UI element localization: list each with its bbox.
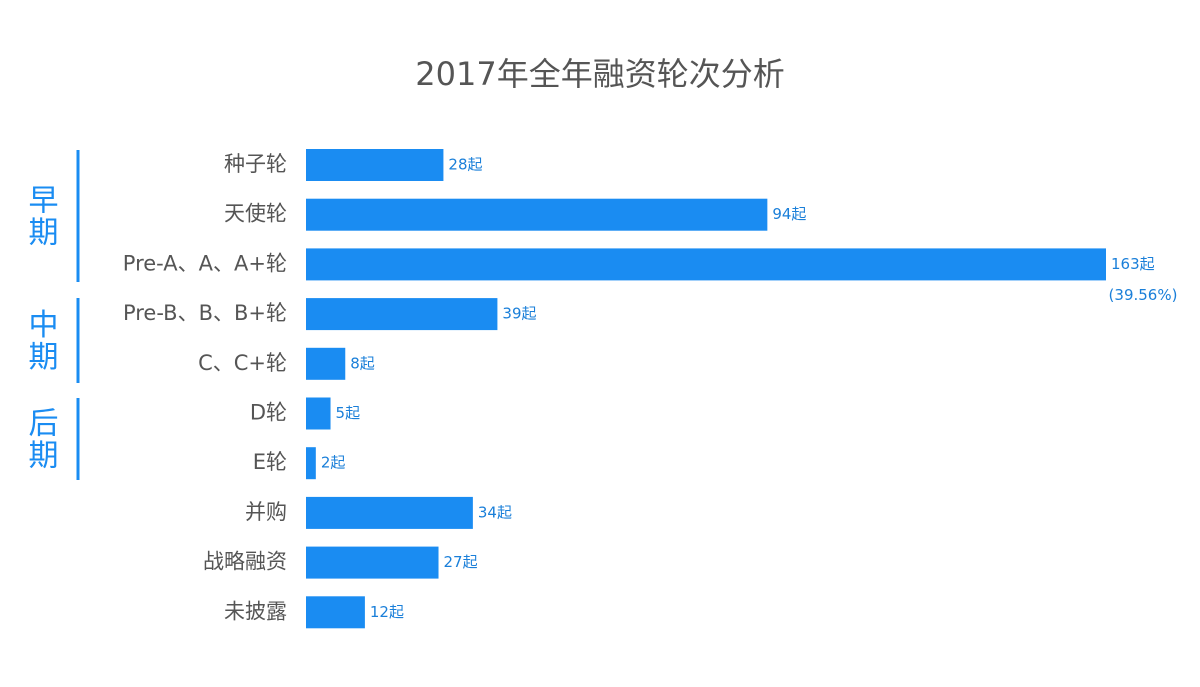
category-label: 战略融资 xyxy=(203,550,287,574)
value-label: 34起 xyxy=(478,503,512,521)
annotation: (39.56%) xyxy=(1109,286,1178,304)
bar xyxy=(306,596,365,629)
group-label: 早期 xyxy=(23,184,58,248)
value-label: 28起 xyxy=(448,156,482,174)
value-label: 12起 xyxy=(370,603,404,621)
bar xyxy=(306,496,473,529)
category-label: C、C+轮 xyxy=(198,351,287,375)
bar xyxy=(306,149,444,181)
bar xyxy=(306,298,498,331)
category-label: 种子轮 xyxy=(224,152,287,176)
category-label: 天使轮 xyxy=(224,202,287,226)
value-label: 5起 xyxy=(336,404,361,422)
category-label: E轮 xyxy=(253,450,287,474)
value-label: 27起 xyxy=(444,553,478,571)
bar xyxy=(306,447,316,480)
chart-title: 2017年全年融资轮次分析 xyxy=(415,55,784,93)
bar xyxy=(306,546,439,579)
bar xyxy=(306,198,768,231)
value-label: 8起 xyxy=(350,354,375,372)
bar xyxy=(306,347,346,380)
bar xyxy=(306,248,1106,281)
category-label: 并购 xyxy=(245,500,287,524)
category-label: 未披露 xyxy=(224,599,287,623)
category-label: Pre-B、B、B+轮 xyxy=(123,301,287,325)
bar xyxy=(306,397,331,430)
value-label: 2起 xyxy=(321,454,346,472)
value-label: 163起 xyxy=(1111,255,1155,273)
group-label: 后期 xyxy=(23,407,59,471)
category-label: Pre-A、A、A+轮 xyxy=(123,251,287,275)
value-label: 94起 xyxy=(772,205,806,223)
value-label: 39起 xyxy=(502,305,536,323)
category-label: D轮 xyxy=(250,401,287,425)
group-label: 中期 xyxy=(23,309,58,373)
